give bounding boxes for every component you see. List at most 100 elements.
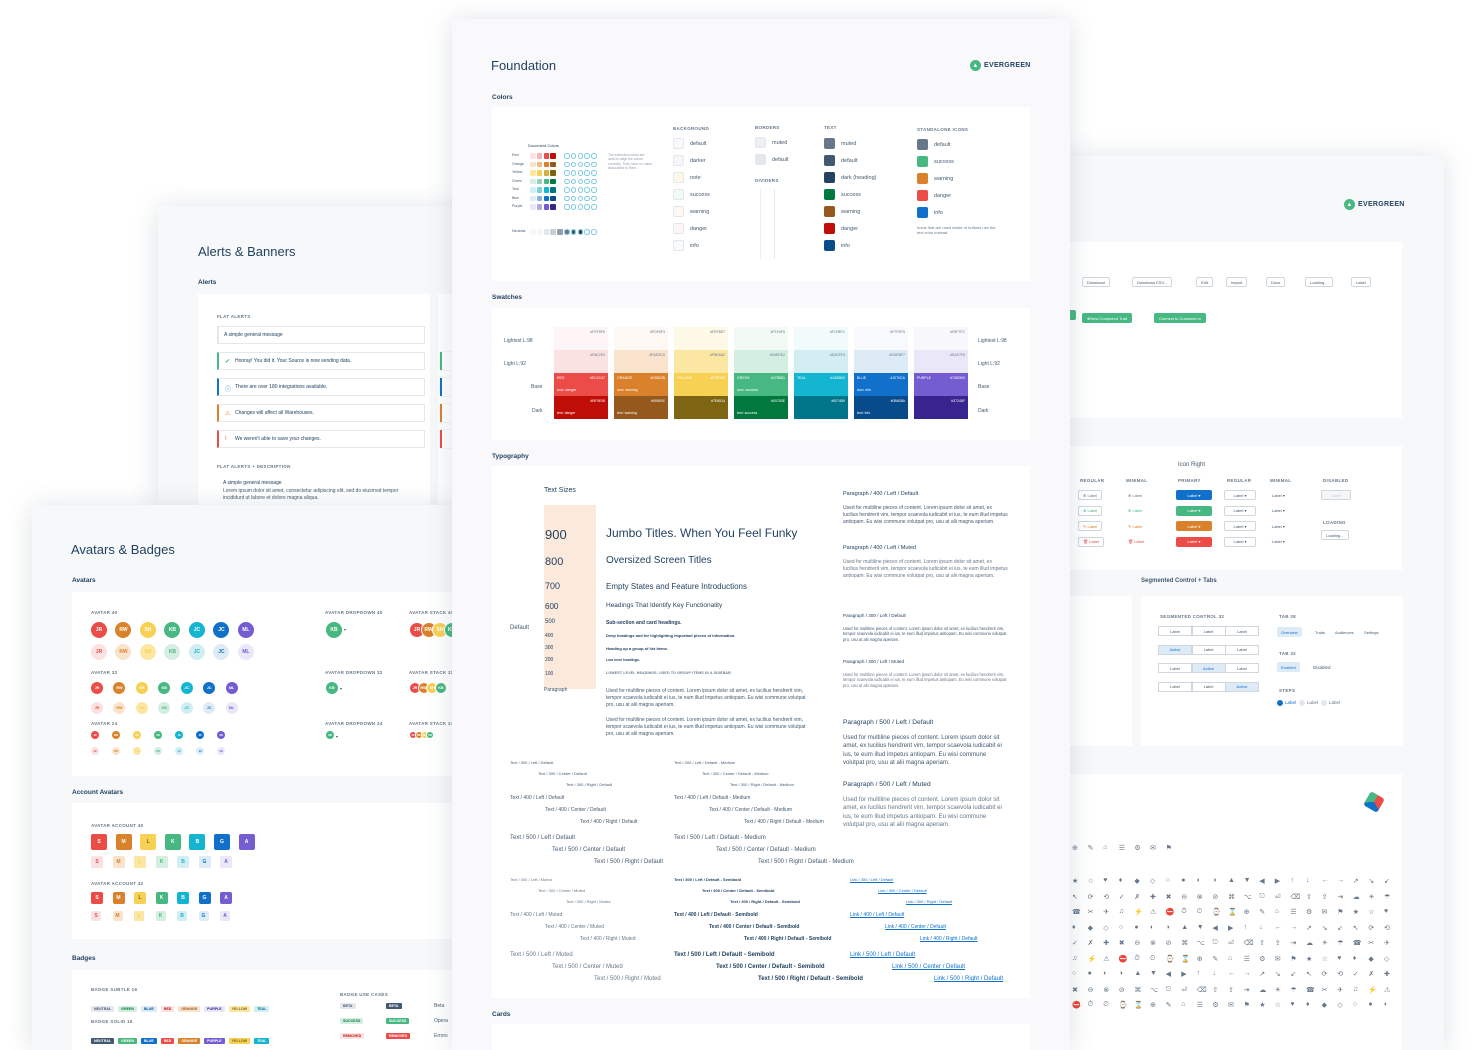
toolbar-button[interactable]: Edit [1196,277,1213,287]
segment[interactable]: Label [1225,663,1259,673]
connect-customerio-button[interactable]: Connect to Customer.io [1154,313,1206,323]
avatar: RW [113,702,126,714]
icon-glyph: ⌂ [1103,844,1108,851]
legend-row-danger: danger [917,190,951,201]
regular-button[interactable]: ✎ Label [1078,521,1103,531]
doc-color-chip [591,170,597,176]
tab-traits[interactable]: Traits [1311,627,1329,637]
chevron-down-icon[interactable]: ▾ [340,686,343,691]
segment[interactable]: Label [1225,644,1259,655]
swatch-cell: #D2EEF3 [794,350,848,373]
doc-color-chip [536,195,543,201]
text-sample[interactable]: Link / 400 / Right / Default [920,936,978,942]
text-sample: Text / 500 / Center / Default [552,847,626,853]
segment[interactable]: Label [1191,626,1226,636]
new-computed-trait-button[interactable]: ⊕ New Computed Trait [1082,313,1132,323]
minimal-right-button[interactable]: Label ▾ [1268,490,1289,500]
avatar-dropdown[interactable]: KB [326,731,334,739]
icon-glyph: ⟳ [1321,971,1328,978]
doc-color-chip [570,153,577,159]
regular-right-button[interactable]: Label ▾ [1224,505,1256,516]
regular-right-button[interactable]: Label ▾ [1224,521,1256,531]
primary-button[interactable]: Label ▾ [1176,505,1212,516]
text-sample[interactable]: Link / 300 / Left / Default [850,877,894,882]
icon-glyph: ↓ [1306,877,1310,884]
tab-settings[interactable]: Settings [1360,627,1383,637]
tab-disabled[interactable]: Disabled [1313,665,1331,670]
text-sample[interactable]: Link / 500 / Left / Default [850,952,916,958]
segment[interactable]: Label [1158,681,1192,692]
regular-button[interactable]: ⊕ Label [1078,490,1103,500]
text-sample[interactable]: Link / 300 / Right / Default [906,899,953,904]
text-sample[interactable]: Link / 300 / Center / Default [878,888,927,893]
text-sample[interactable]: Link / 500 / Right / Default [934,976,1004,982]
minimal-button[interactable]: ✎ Label [1124,521,1147,531]
doc-color-chip [550,204,556,210]
toolbar-button[interactable]: Import [1226,277,1248,287]
chevron-down-icon[interactable]: ▾ [336,733,339,739]
tab-enabled[interactable]: Enabled [1277,662,1300,672]
doc-color-chip [584,170,590,176]
toolbar-button[interactable]: Label [1351,277,1371,287]
alerts-section: Alerts [198,279,217,286]
swatch-hex: #F7F9FD [890,330,905,334]
minimal-right-button[interactable]: Label ▾ [1268,536,1289,547]
account-avatar: M [115,834,132,850]
segment[interactable]: Label [1158,626,1192,636]
account-avatar: K [155,892,168,904]
minimal-right-button[interactable]: Label ▾ [1268,521,1289,531]
swatch-name: PURPLE [917,376,932,380]
doc-color-chip [543,170,550,176]
regular-button[interactable]: ⊕ Label [1078,505,1103,516]
typography-card: Text Sizes Default 900 Jumbo Titles. When… [492,466,1030,998]
icon-glyph: ⚡ [1087,955,1097,963]
text-sample[interactable]: Link / 400 / Left / Default [850,912,905,918]
doc-color-chip [577,178,584,184]
tab-overview[interactable]: Overview [1277,627,1302,637]
minimal-button[interactable]: ⊕ Label [1124,490,1147,500]
legend-row-info: info [917,207,943,218]
icon-glyph: ◆ [1087,924,1093,932]
text-sample[interactable]: Link / 400 / Center / Default [885,924,946,930]
swatch-hex: #F7D154 [710,376,725,380]
icons-note: Icons that are used inside of buttons us… [917,225,996,236]
icon-glyph: ☰ [1290,909,1297,916]
toolbar-button[interactable]: Loading... [1305,277,1333,287]
segment-active[interactable]: Active [1191,663,1226,673]
minimal-button[interactable]: ⊕ Label [1124,505,1147,516]
segment[interactable]: Label [1191,681,1226,692]
icon-glyph: ⌚ [1118,1002,1128,1009]
minimal-button[interactable]: 🗑 Label [1124,536,1148,547]
regular-button[interactable]: 🗑 Label [1078,536,1104,547]
chevron-down-icon[interactable]: ▾ [344,627,347,633]
swatch-cell: #14B5D0 TEAL [794,373,848,396]
segment[interactable]: Label [1225,626,1259,636]
segment-active[interactable]: Active [1158,644,1192,655]
icon-glyph: ♥ [1384,908,1389,915]
toolbar-button[interactable]: Download CSV... [1132,277,1173,287]
segment[interactable]: Label [1158,663,1192,673]
toolbar-button[interactable]: Docs [1266,277,1286,287]
segment[interactable]: Label [1191,644,1226,655]
doc-color-chip [543,178,550,184]
badge-subtle-teal: TEAL [254,1006,270,1012]
primary-button[interactable]: Label ▾ [1176,490,1212,500]
primary-button[interactable]: Label ▾ [1176,536,1212,547]
icon-glyph: ☁ [1306,940,1313,947]
primary-button[interactable]: Label ▾ [1176,521,1212,531]
avatar-dropdown[interactable]: KB [326,622,342,638]
account-avatar: S [91,911,101,921]
text-sample[interactable]: Link / 500 / Center / Default [892,964,966,970]
minimal-right-button[interactable]: Label ▾ [1268,505,1289,516]
text-sample: Text / 500 / Left / Default - Semibold [674,952,775,958]
avatar-dropdown[interactable]: KB [326,682,338,694]
segment-active[interactable]: Active [1225,681,1259,692]
icon-glyph: ✗ [1368,971,1375,978]
legend-row-muted: muted [755,137,787,148]
icon-glyph: ✉ [1150,845,1156,852]
regular-right-button[interactable]: Label ▾ [1224,490,1256,500]
regular-right-button[interactable]: Label ▾ [1224,536,1256,547]
toolbar-button[interactable]: Download [1082,277,1110,287]
tab-audiences[interactable]: Audiences [1331,627,1358,637]
